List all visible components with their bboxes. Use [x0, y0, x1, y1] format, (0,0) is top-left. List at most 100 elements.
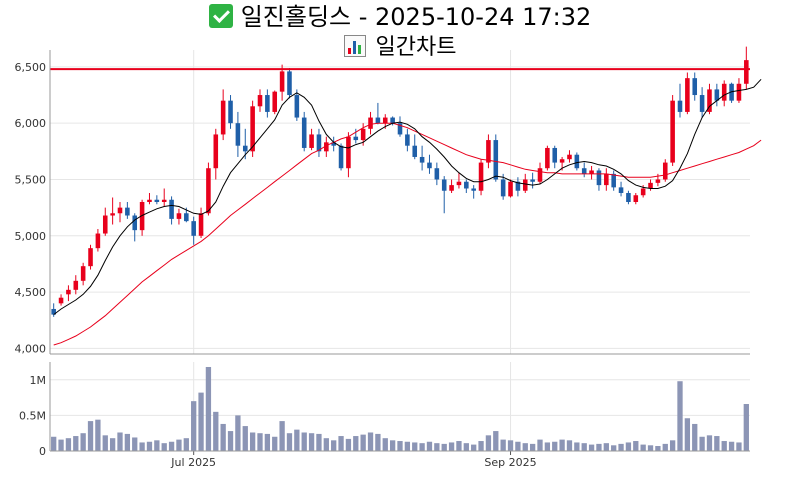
volume-bar [669, 440, 676, 451]
volume-bar [124, 433, 131, 451]
candle [80, 262, 86, 286]
volume-bar [478, 441, 484, 451]
candle [537, 162, 543, 184]
candle-body [309, 134, 314, 148]
candle [265, 89, 270, 118]
candle-body [744, 60, 749, 84]
volume-bar [633, 441, 639, 451]
candle [707, 83, 712, 115]
candle-body [250, 106, 255, 152]
candle-body [405, 134, 410, 146]
candle-body [110, 213, 115, 216]
volume-tick-label: 1M [30, 374, 47, 387]
volume-bar [87, 421, 94, 451]
candle-body [692, 78, 698, 96]
candle [633, 192, 639, 205]
candle [125, 202, 130, 219]
candle [198, 207, 204, 239]
candle [51, 303, 56, 317]
volume-bar [566, 440, 573, 451]
candle [670, 95, 675, 166]
volume-bar [235, 415, 241, 451]
candle-body [456, 181, 462, 186]
candle-body [530, 179, 535, 182]
volume-bar [434, 443, 440, 451]
volume-bar [714, 436, 720, 451]
volume-bar [552, 441, 558, 451]
volume-bar [73, 436, 79, 451]
candle-body [117, 207, 123, 214]
candle [604, 168, 609, 191]
volume-bar [588, 444, 595, 451]
volume-bar [139, 442, 145, 451]
candle-body [272, 91, 278, 112]
candle [677, 83, 683, 118]
candle-body [66, 289, 71, 295]
candle [161, 188, 167, 207]
volume-bar [544, 442, 551, 451]
candle [581, 162, 587, 178]
candle-body [604, 173, 609, 186]
volume-bar [183, 438, 189, 451]
candle [648, 179, 653, 191]
candle [685, 72, 690, 115]
candle-body [382, 117, 388, 124]
candle-body [427, 162, 432, 169]
candle-body [707, 89, 712, 112]
candle [324, 136, 329, 157]
candle [301, 111, 307, 152]
volume-bar [441, 443, 447, 451]
candles [51, 46, 749, 317]
candle-body [324, 142, 329, 152]
candle [611, 170, 616, 191]
candle-body [161, 199, 167, 202]
candle-body [670, 100, 675, 163]
volume-bar [529, 443, 536, 451]
volume-bar [191, 401, 197, 451]
candle [626, 190, 631, 205]
volume-bar [618, 443, 624, 451]
panel-frames [49, 50, 750, 452]
candle [169, 196, 174, 225]
candle [427, 154, 432, 174]
candle [191, 216, 196, 245]
candle-body [125, 207, 130, 216]
volume-bar [522, 443, 528, 451]
candle-body [397, 123, 403, 135]
candle-body [412, 145, 418, 157]
volume-bar [360, 434, 366, 451]
x-tick-label: Sep 2025 [484, 456, 536, 469]
candle-body [419, 156, 425, 163]
candle [441, 176, 447, 214]
candle-body [574, 154, 580, 169]
candle [213, 128, 219, 180]
candle [73, 275, 79, 295]
candle [154, 195, 160, 205]
candle [508, 179, 513, 198]
candle-body [294, 95, 300, 118]
volume-bar [471, 444, 477, 451]
volume-bar [264, 433, 271, 451]
candle-body [655, 179, 661, 183]
candle-body [242, 145, 248, 152]
volume-axis: 0 0.5M 1M [19, 374, 46, 458]
candle [486, 134, 491, 169]
volume-bar [515, 441, 521, 451]
candle-body [375, 117, 381, 124]
candle [618, 181, 624, 197]
volume-bar [463, 443, 469, 451]
candle-body [522, 179, 528, 191]
candle [530, 172, 535, 189]
chart-subtitle: 일간차트 [0, 32, 800, 64]
candle-body [618, 187, 624, 193]
volume-bar [294, 429, 300, 451]
volume-bar [655, 446, 661, 451]
candle [176, 208, 182, 225]
candle-body [360, 128, 366, 141]
volume-bar [662, 443, 668, 451]
candle-body [545, 147, 550, 169]
candle-body [176, 213, 182, 219]
candle [419, 145, 425, 171]
candle [692, 72, 698, 101]
